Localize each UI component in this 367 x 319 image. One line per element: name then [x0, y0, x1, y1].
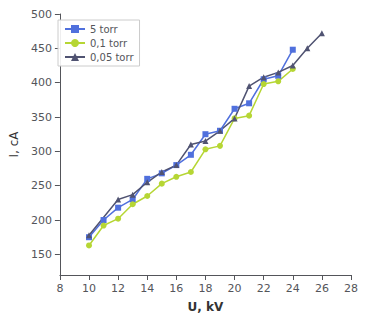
svg-text:400: 400 [31, 76, 52, 89]
svg-text:20: 20 [228, 282, 242, 295]
svg-text:12: 12 [111, 282, 125, 295]
svg-text:10: 10 [82, 282, 96, 295]
svg-text:450: 450 [31, 42, 52, 55]
svg-text:18: 18 [198, 282, 212, 295]
svg-text:U, kV: U, kV [188, 300, 224, 314]
svg-text:16: 16 [169, 282, 183, 295]
svg-text:26: 26 [315, 282, 329, 295]
svg-text:200: 200 [31, 214, 52, 227]
svg-text:24: 24 [286, 282, 300, 295]
svg-text:0,05 torr: 0,05 torr [90, 52, 134, 63]
svg-text:250: 250 [31, 179, 52, 192]
svg-text:8: 8 [56, 282, 63, 295]
svg-text:150: 150 [31, 248, 52, 261]
svg-text:350: 350 [31, 111, 52, 124]
svg-text:5 torr: 5 torr [90, 24, 119, 35]
svg-text:14: 14 [140, 282, 154, 295]
svg-text:500: 500 [31, 8, 52, 21]
svg-text:0,1 torr: 0,1 torr [90, 38, 128, 49]
svg-text:300: 300 [31, 145, 52, 158]
svg-text:22: 22 [257, 282, 271, 295]
svg-text:I, сА: I, сА [7, 131, 21, 158]
svg-text:28: 28 [344, 282, 358, 295]
